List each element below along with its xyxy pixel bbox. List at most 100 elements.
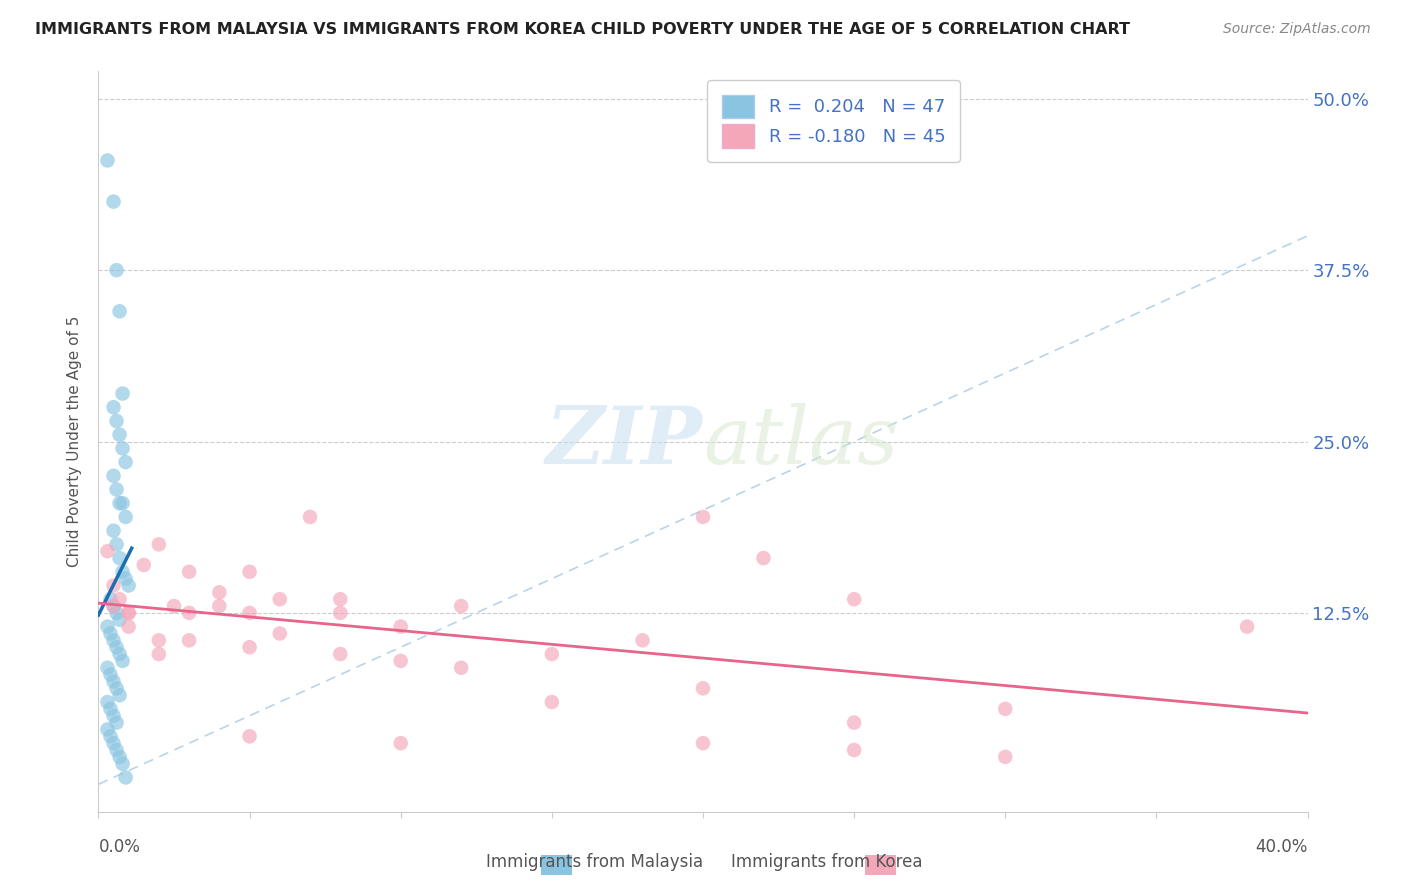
Point (100, 702, 122, 716)
Point (108, 496, 131, 510)
Point (1236, 619, 1258, 633)
Point (631, 633, 654, 648)
Point (844, 715, 866, 730)
Point (752, 551, 775, 566)
Point (111, 565, 134, 579)
Point (540, 695, 562, 709)
Point (111, 386, 134, 401)
Point (994, 750, 1017, 764)
Point (179, 633, 201, 648)
Point (103, 599, 125, 613)
Point (179, 565, 201, 579)
Point (108, 613, 131, 627)
Point (114, 771, 136, 785)
Point (239, 565, 262, 579)
Point (269, 626, 291, 640)
Point (269, 592, 291, 607)
Point (450, 599, 472, 613)
Text: atlas: atlas (703, 403, 898, 480)
Point (108, 750, 131, 764)
Point (96, 544, 118, 558)
Point (114, 510, 136, 524)
Point (111, 496, 134, 510)
Point (132, 558, 155, 572)
Point (114, 572, 136, 586)
Point (148, 537, 170, 551)
Point (103, 578, 125, 592)
Point (96, 619, 118, 633)
Point (103, 633, 125, 648)
Point (118, 578, 141, 592)
Point (692, 736, 714, 750)
Point (540, 647, 562, 661)
Point (239, 640, 262, 655)
Point (299, 510, 322, 524)
Point (105, 483, 128, 497)
Point (114, 455, 136, 469)
Y-axis label: Child Poverty Under the Age of 5: Child Poverty Under the Age of 5 (67, 316, 83, 567)
Point (239, 606, 262, 620)
Point (108, 304, 131, 318)
Point (105, 681, 128, 696)
Point (96, 723, 118, 737)
Point (103, 708, 125, 723)
Point (105, 606, 128, 620)
Point (179, 606, 201, 620)
Text: 0.0%: 0.0% (98, 838, 141, 856)
Text: IMMIGRANTS FROM MALAYSIA VS IMMIGRANTS FROM KOREA CHILD POVERTY UNDER THE AGE OF: IMMIGRANTS FROM MALAYSIA VS IMMIGRANTS F… (35, 22, 1130, 37)
Point (118, 619, 141, 633)
Text: Immigrants from Malaysia: Immigrants from Malaysia (486, 853, 703, 871)
Text: ZIP: ZIP (546, 403, 703, 480)
Point (111, 756, 134, 771)
Point (692, 681, 714, 696)
Text: Immigrants from Korea: Immigrants from Korea (731, 853, 922, 871)
Point (118, 606, 141, 620)
Point (103, 736, 125, 750)
Point (148, 633, 170, 648)
Point (239, 729, 262, 743)
Point (111, 654, 134, 668)
Point (103, 524, 125, 538)
Point (105, 640, 128, 655)
Point (450, 661, 472, 675)
Point (100, 667, 122, 681)
Point (208, 585, 231, 599)
Point (100, 592, 122, 607)
Point (105, 715, 128, 730)
Point (108, 688, 131, 702)
Point (108, 427, 131, 442)
Point (96, 661, 118, 675)
Point (105, 414, 128, 428)
Point (692, 510, 714, 524)
Point (105, 263, 128, 277)
Point (148, 647, 170, 661)
Point (389, 619, 412, 633)
Point (844, 592, 866, 607)
Point (111, 442, 134, 456)
Point (105, 743, 128, 757)
Point (108, 647, 131, 661)
Point (329, 606, 352, 620)
Legend: R =  0.204   N = 47, R = -0.180   N = 45: R = 0.204 N = 47, R = -0.180 N = 45 (707, 80, 960, 162)
Point (118, 606, 141, 620)
Point (389, 736, 412, 750)
Point (994, 702, 1017, 716)
Point (103, 599, 125, 613)
Text: Source: ZipAtlas.com: Source: ZipAtlas.com (1223, 22, 1371, 37)
Point (844, 743, 866, 757)
Point (96, 695, 118, 709)
Point (208, 599, 231, 613)
Point (389, 654, 412, 668)
Point (108, 592, 131, 607)
Point (100, 729, 122, 743)
Point (96, 153, 118, 168)
Point (329, 592, 352, 607)
Point (103, 674, 125, 689)
Text: 40.0%: 40.0% (1256, 838, 1308, 856)
Point (100, 626, 122, 640)
Point (163, 599, 186, 613)
Point (108, 551, 131, 566)
Point (105, 537, 128, 551)
Point (103, 468, 125, 483)
Point (103, 401, 125, 415)
